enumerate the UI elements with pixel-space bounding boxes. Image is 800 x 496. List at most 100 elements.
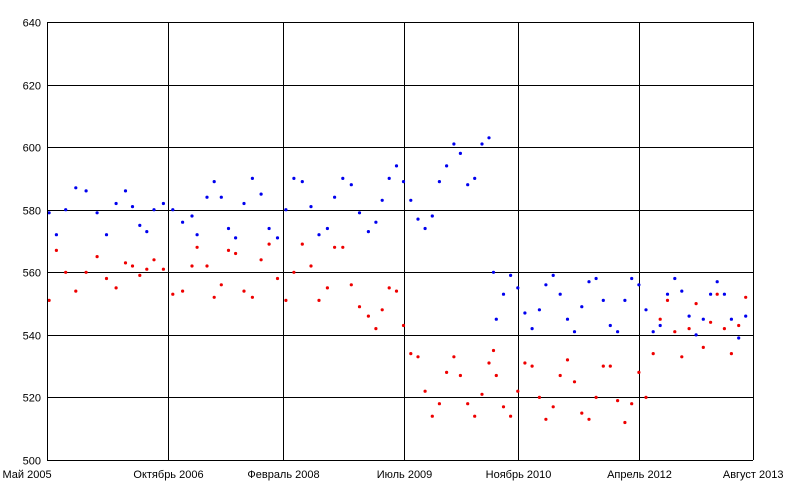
data-point bbox=[651, 330, 655, 334]
x-tick-label: Август 2013 bbox=[723, 469, 784, 481]
data-point bbox=[54, 233, 59, 237]
data-point bbox=[275, 236, 280, 240]
data-point bbox=[572, 330, 577, 334]
data-point bbox=[416, 355, 420, 359]
data-point bbox=[242, 289, 246, 293]
data-point bbox=[145, 267, 149, 271]
data-series bbox=[47, 136, 748, 425]
data-point bbox=[494, 317, 498, 321]
data-point bbox=[458, 373, 462, 378]
data-point bbox=[394, 164, 399, 168]
data-point bbox=[325, 286, 329, 290]
data-point bbox=[292, 176, 296, 180]
data-point bbox=[309, 264, 313, 268]
data-point bbox=[616, 399, 620, 403]
data-point bbox=[715, 292, 719, 296]
data-point bbox=[349, 183, 353, 187]
x-tick-label: Ноябрь 2010 bbox=[486, 469, 552, 481]
data-point bbox=[509, 414, 513, 418]
data-point bbox=[181, 220, 185, 224]
grid bbox=[47, 22, 754, 461]
data-point bbox=[284, 298, 288, 302]
data-point bbox=[64, 208, 68, 212]
data-point bbox=[544, 283, 548, 287]
data-point bbox=[551, 273, 555, 277]
data-point bbox=[480, 392, 484, 396]
data-point bbox=[623, 420, 627, 425]
data-point bbox=[551, 405, 555, 409]
data-point bbox=[687, 327, 691, 331]
data-point bbox=[152, 208, 156, 212]
data-point bbox=[594, 276, 598, 281]
data-point bbox=[341, 176, 345, 180]
data-point bbox=[394, 289, 399, 293]
data-point bbox=[480, 142, 484, 146]
data-point bbox=[161, 201, 165, 206]
data-point bbox=[84, 189, 88, 193]
data-point bbox=[601, 364, 605, 368]
data-point bbox=[74, 289, 78, 293]
data-point bbox=[445, 370, 449, 374]
x-tick-label: Апрель 2012 bbox=[607, 469, 672, 481]
data-point bbox=[190, 214, 194, 218]
data-point bbox=[317, 233, 321, 237]
data-point bbox=[171, 208, 175, 212]
data-point bbox=[212, 180, 216, 184]
data-point bbox=[544, 417, 548, 421]
data-point bbox=[138, 273, 142, 277]
data-point bbox=[572, 380, 577, 384]
data-point bbox=[722, 292, 727, 296]
x-tick-label: Июль 2009 bbox=[377, 469, 433, 481]
data-point bbox=[387, 286, 391, 290]
data-point bbox=[530, 364, 534, 368]
data-point bbox=[250, 295, 254, 299]
data-point bbox=[644, 308, 648, 312]
data-point bbox=[523, 311, 527, 315]
series-1 bbox=[47, 242, 748, 425]
data-point bbox=[587, 280, 591, 284]
data-point bbox=[380, 308, 384, 312]
data-point bbox=[616, 330, 620, 334]
data-point bbox=[219, 195, 223, 199]
data-point bbox=[737, 336, 741, 340]
data-point bbox=[458, 151, 462, 155]
data-point bbox=[181, 289, 185, 293]
data-point bbox=[537, 308, 542, 312]
data-point bbox=[637, 283, 641, 287]
data-point bbox=[317, 298, 321, 302]
data-point bbox=[195, 245, 199, 249]
data-point bbox=[491, 348, 496, 353]
data-point bbox=[608, 323, 612, 328]
data-point bbox=[374, 220, 378, 224]
y-tick-label: 640 bbox=[23, 18, 41, 30]
data-point bbox=[722, 327, 727, 331]
data-point bbox=[380, 198, 384, 202]
data-point bbox=[423, 226, 427, 231]
data-point bbox=[687, 314, 691, 318]
data-point bbox=[387, 176, 391, 180]
data-point bbox=[84, 270, 88, 274]
data-point bbox=[357, 305, 362, 309]
data-point bbox=[587, 417, 591, 421]
data-point bbox=[325, 226, 329, 231]
data-point bbox=[580, 411, 584, 415]
data-point bbox=[259, 258, 263, 262]
data-point bbox=[452, 142, 456, 146]
data-point bbox=[437, 402, 441, 406]
data-point bbox=[658, 317, 662, 321]
data-point bbox=[114, 201, 118, 206]
data-point bbox=[234, 236, 238, 240]
data-point bbox=[333, 245, 337, 249]
data-point bbox=[744, 295, 748, 299]
data-point bbox=[205, 195, 209, 199]
data-point bbox=[242, 201, 246, 206]
data-point bbox=[152, 258, 156, 262]
data-point bbox=[366, 314, 370, 318]
data-point bbox=[284, 208, 288, 212]
data-point bbox=[637, 370, 641, 374]
data-point bbox=[680, 289, 684, 293]
data-point bbox=[729, 352, 734, 356]
data-point bbox=[300, 180, 304, 184]
data-point bbox=[715, 280, 719, 284]
